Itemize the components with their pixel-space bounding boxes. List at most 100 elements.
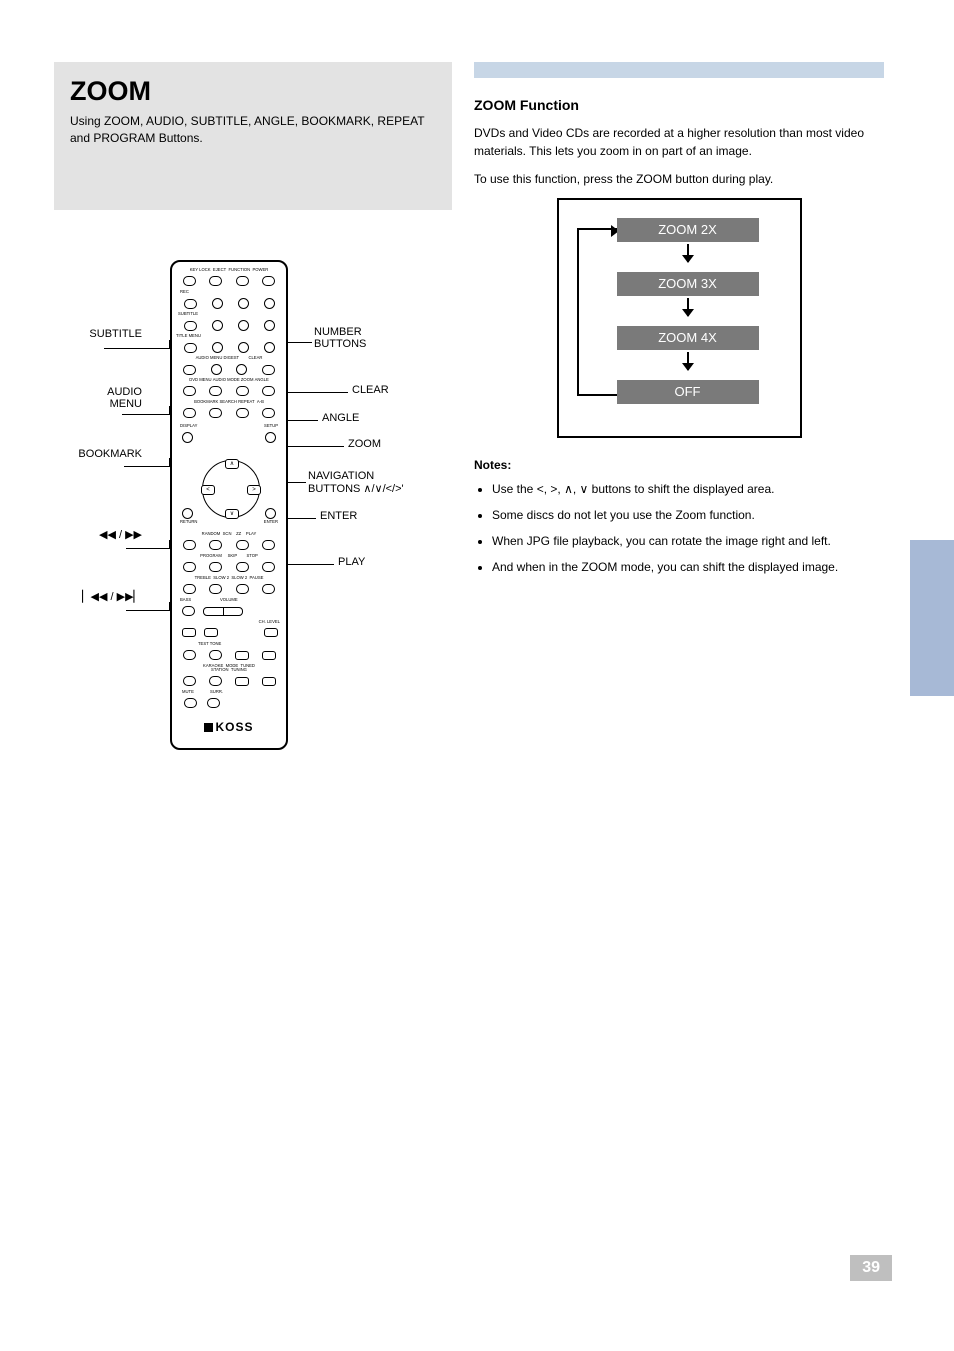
body-text: ZOOM Function DVDs and Video CDs are rec… [474, 95, 884, 584]
lead-line [104, 348, 170, 349]
search-button[interactable] [209, 408, 222, 418]
subtitle-button[interactable] [184, 321, 197, 331]
row-labels: AUDIO MENU DIGEST CLEAR [172, 356, 286, 360]
note-item: When JPG file playback, you can rotate t… [492, 532, 884, 550]
program-button[interactable] [183, 562, 196, 572]
notes-list: Use the <, >, ∧, ∨ buttons to shift the … [474, 480, 884, 576]
pause-button[interactable] [262, 584, 275, 594]
power-button[interactable] [262, 276, 275, 286]
eject-button[interactable] [209, 276, 222, 286]
rec-button[interactable] [184, 299, 197, 309]
plus-button[interactable] [235, 651, 249, 660]
zoom-button[interactable] [236, 386, 249, 396]
right-button[interactable] [204, 628, 218, 637]
treble-button[interactable] [183, 584, 196, 594]
karaoke-button[interactable] [183, 676, 196, 686]
nav-up-button[interactable]: ∧ [225, 459, 239, 469]
nav-left-button[interactable]: < [201, 485, 215, 495]
zz-button[interactable] [236, 540, 249, 550]
tuning-button[interactable] [262, 677, 276, 686]
callout-play: PLAY [338, 556, 365, 568]
skip-prev-button[interactable] [209, 562, 222, 572]
zoom-paragraph-1: DVDs and Video CDs are recorded at a hig… [474, 124, 884, 160]
angle-button[interactable] [262, 386, 275, 396]
callout-clear: CLEAR [352, 384, 389, 396]
digest-button[interactable] [211, 364, 222, 375]
function-button[interactable] [236, 276, 249, 286]
titlemenu-button[interactable] [184, 343, 197, 353]
nav-right-button[interactable]: > [247, 485, 261, 495]
return-label: RETURN [180, 520, 197, 524]
callout-angle: ANGLE [322, 412, 359, 424]
left-button[interactable] [182, 628, 196, 637]
arrow-down-icon [687, 352, 689, 370]
titlemenu-label: TITLE MENU [176, 334, 201, 338]
remote-row [176, 408, 282, 418]
scn-button[interactable] [209, 540, 222, 550]
bookmark-button[interactable] [183, 408, 196, 418]
arrow-down-icon [687, 244, 689, 262]
setup-button[interactable] [265, 432, 276, 443]
num-2-button[interactable] [238, 298, 249, 309]
volume-rocker[interactable] [203, 607, 243, 616]
header-bar [474, 62, 884, 78]
slow-rev-button[interactable] [209, 584, 222, 594]
bass-button[interactable] [182, 606, 195, 616]
num-5-button[interactable] [238, 320, 249, 331]
arrow-down-icon [687, 298, 689, 316]
chlevel-up-button[interactable] [264, 628, 278, 637]
mode-button[interactable] [209, 676, 222, 686]
play-button[interactable] [262, 540, 275, 550]
repeat-button[interactable] [236, 408, 249, 418]
zoom-sequence-diagram: ZOOM 2X ZOOM 3X ZOOM 4X OFF [557, 198, 802, 438]
zoom-paragraph-2: To use this function, press the ZOOM but… [474, 170, 884, 188]
num-1-button[interactable] [212, 298, 223, 309]
num-3-button[interactable] [264, 298, 275, 309]
bass-label: BASS [180, 598, 191, 602]
brand-square-icon [204, 723, 213, 732]
surr-label: SURR. [210, 690, 223, 694]
slow-fwd-button[interactable] [236, 584, 249, 594]
remote-diagram: SUBTITLE AUDIO MENU BOOKMARK ◀◀ / ▶▶ ▏◀◀… [70, 260, 450, 800]
remote-row-labels: KEY LOCK EJECT FUNCTION POWER [172, 268, 286, 272]
zoom-section-heading: ZOOM Function [474, 95, 884, 116]
callout-audio-menu: AUDIO MENU [62, 386, 142, 410]
keylock-button[interactable] [183, 276, 196, 286]
ab-button[interactable] [262, 408, 275, 418]
row-labels: KARAOKE MODE TUNED STATION TUNING [172, 664, 286, 672]
lead-line [126, 610, 170, 611]
num-0-button[interactable] [236, 364, 247, 375]
testtone-a-button[interactable] [183, 650, 196, 660]
num-4-button[interactable] [212, 320, 223, 331]
testtone-b-button[interactable] [209, 650, 222, 660]
num-7-button[interactable] [212, 342, 223, 353]
remote-row [176, 606, 282, 616]
surround-button[interactable] [207, 698, 220, 708]
station-button[interactable] [235, 677, 249, 686]
clear-button[interactable] [262, 365, 275, 375]
audiomenu-button[interactable] [183, 365, 196, 375]
dvdmenu-button[interactable] [183, 386, 196, 396]
chlevel-down-button[interactable] [262, 651, 276, 660]
mute-label: MUTE [182, 690, 194, 694]
num-6-button[interactable] [264, 320, 275, 331]
return-button[interactable] [182, 508, 193, 519]
lead-line [124, 466, 170, 467]
zoom-step-2: ZOOM 3X [617, 272, 759, 296]
audiomode-button[interactable] [209, 386, 222, 396]
stop-button[interactable] [262, 562, 275, 572]
random-button[interactable] [183, 540, 196, 550]
row-labels: PROGRAM SKIP STOP [172, 554, 286, 558]
remote-row [176, 562, 282, 572]
remote-row [176, 342, 282, 353]
enter-button[interactable] [265, 508, 276, 519]
nav-down-button[interactable]: ∨ [225, 509, 239, 519]
callout-number-buttons: NUMBER BUTTONS [314, 326, 366, 350]
num-9-button[interactable] [264, 342, 275, 353]
remote-row [176, 320, 282, 331]
mute-button[interactable] [184, 698, 197, 708]
skip-next-button[interactable] [236, 562, 249, 572]
num-8-button[interactable] [238, 342, 249, 353]
page-number: 39 [850, 1255, 892, 1281]
display-button[interactable] [182, 432, 193, 443]
